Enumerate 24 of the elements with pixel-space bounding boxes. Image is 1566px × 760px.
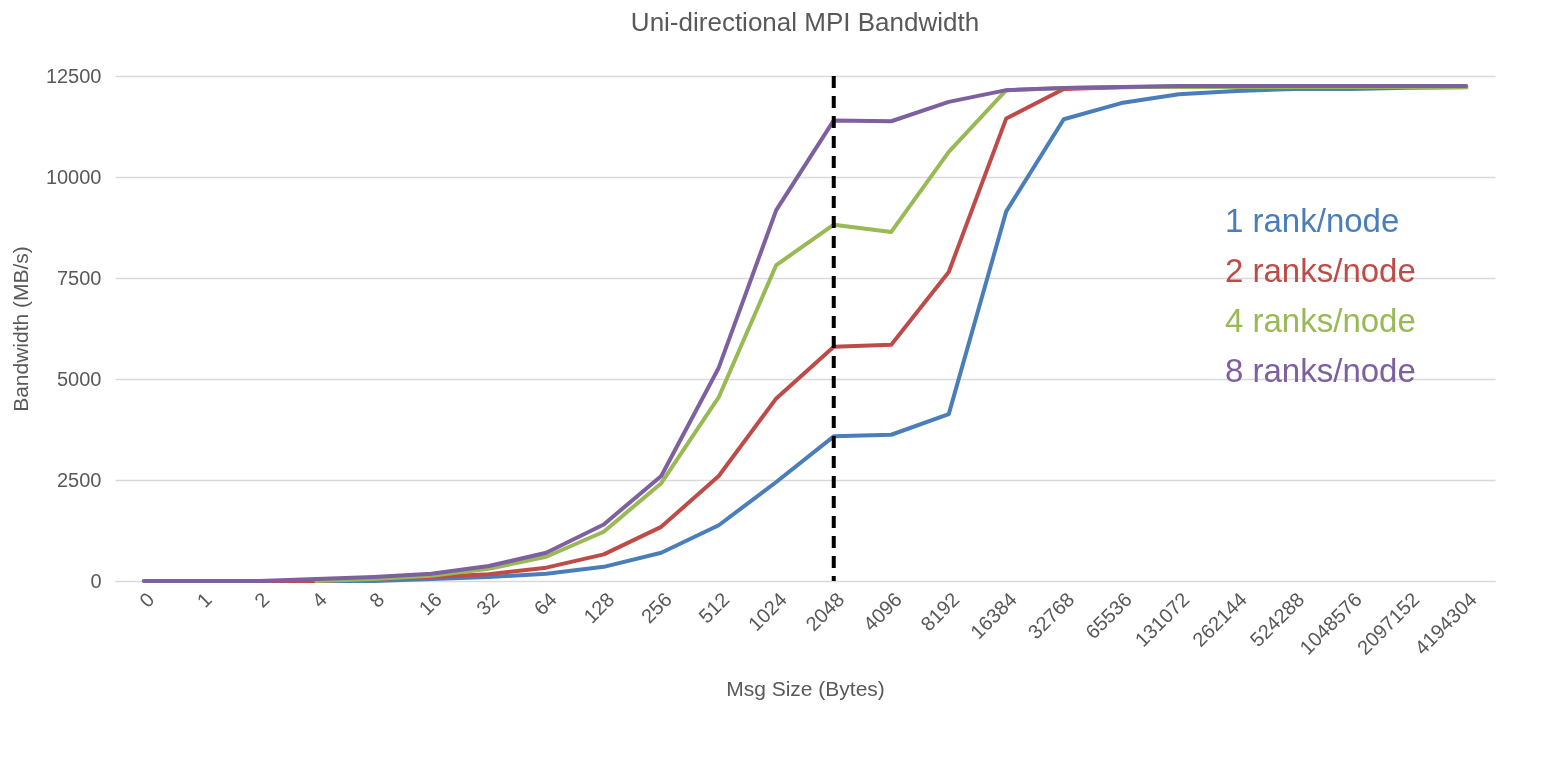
- x-tick-label: 1: [192, 588, 216, 612]
- x-tick-label: 8: [364, 588, 389, 612]
- y-tick-label: 0: [90, 569, 102, 592]
- y-tick-label: 12500: [45, 64, 102, 87]
- x-tick-label: 32: [472, 588, 504, 620]
- y-axis-title: Bandwidth (MB/s): [8, 246, 32, 412]
- x-tick-label: 0: [134, 588, 159, 612]
- x-tick-label: 128: [579, 588, 619, 628]
- y-tick-label: 7500: [57, 266, 102, 289]
- x-tick-label: 64: [529, 588, 561, 620]
- x-tick-label: 512: [694, 588, 734, 628]
- x-axis-title: Msg Size (Bytes): [726, 676, 885, 700]
- text: 4 ranks/node: [1225, 302, 1416, 340]
- y-tick-label: 10000: [45, 165, 102, 188]
- text: 1 rank/node: [1225, 202, 1400, 240]
- y-tick-label: 2500: [57, 468, 102, 491]
- x-tick-label: 16: [414, 588, 446, 620]
- text: 2 ranks/node: [1225, 252, 1416, 290]
- text: 8 ranks/node: [1225, 352, 1416, 390]
- x-tick-label: 256: [636, 588, 676, 628]
- chart-title: Uni-directional MPI Bandwidth: [630, 7, 980, 37]
- y-tick-label: 5000: [57, 367, 102, 390]
- x-tick-label: 4: [307, 588, 331, 612]
- x-tick-label: 2: [249, 588, 274, 612]
